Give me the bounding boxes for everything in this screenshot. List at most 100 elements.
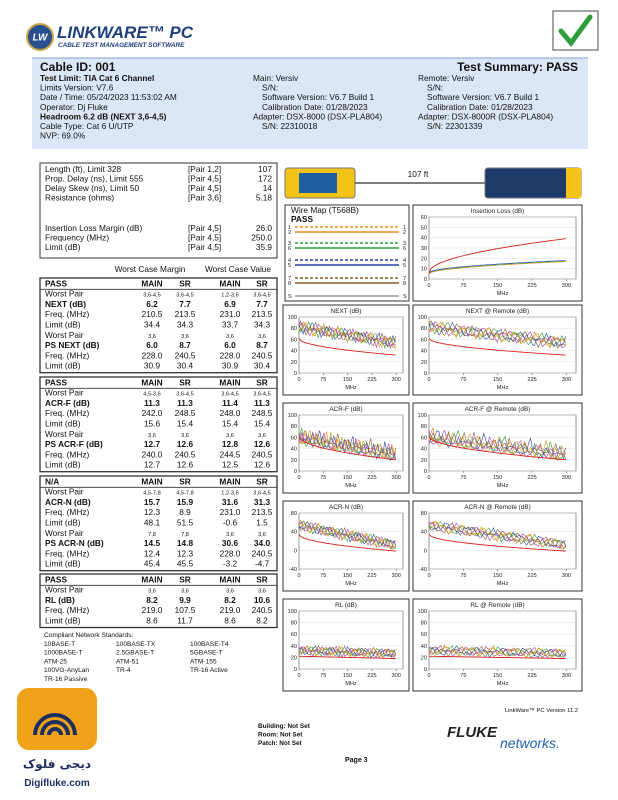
y-tick-label: 40 — [291, 349, 297, 355]
row-value: 228.0 — [142, 350, 163, 360]
row-value: 240.5 — [252, 449, 273, 459]
row-value: MAIN — [219, 377, 240, 387]
row-value: 34.3 — [254, 320, 271, 330]
row-value: 51.5 — [177, 518, 194, 528]
plot-area — [298, 610, 404, 670]
row-value: 12.6 — [254, 460, 271, 470]
y-tick-label: 20 — [291, 360, 297, 366]
main-info: S/N: 22310018 — [262, 121, 318, 131]
y-tick-label: 0 — [424, 277, 427, 283]
x-tick-label: 0 — [297, 673, 300, 679]
y-tick-label: 40 — [291, 644, 297, 650]
logo-tagline: CABLE TEST MANAGEMENT SOFTWARE — [58, 42, 185, 49]
row-value: 8.2 — [224, 595, 236, 605]
row-value: 30.6 — [222, 538, 239, 548]
trace-decoration — [298, 431, 396, 460]
y-tick-label: 60 — [421, 215, 427, 221]
y-tick-label: 100 — [418, 413, 427, 419]
standard-item: TR-16 Active — [190, 667, 228, 674]
y-tick-label: 10 — [421, 267, 427, 273]
row-value: 3,6-4,5 — [221, 392, 238, 398]
watermark-url: Digifluke.com — [24, 778, 90, 789]
length-value: 26.0 — [256, 223, 273, 233]
x-tick-label: 225 — [527, 475, 536, 481]
row-label: Freq. (MHz) — [45, 507, 89, 517]
x-axis-label: MHz — [345, 681, 357, 687]
row-value: 11.4 — [222, 398, 238, 408]
trace-decoration — [298, 521, 396, 548]
row-value: 240.0 — [142, 449, 163, 459]
graph-title: RL (dB) — [335, 602, 357, 609]
row-value: 30.9 — [144, 361, 161, 371]
pin-right: 5 — [403, 263, 406, 269]
section-box — [39, 376, 278, 473]
x-tick-label: 75 — [460, 573, 466, 579]
x-tick-label: 0 — [297, 377, 300, 383]
standard-item: ATM-155 — [190, 658, 217, 665]
section-box — [39, 475, 278, 572]
row-value: SR — [179, 377, 191, 387]
length-label: Limit (dB) — [45, 242, 81, 252]
x-tick-label: 225 — [527, 283, 536, 289]
x-tick-label: 225 — [367, 475, 376, 481]
trace-decoration — [298, 430, 396, 460]
row-value: 15.4 — [254, 419, 271, 429]
row-value: 107.5 — [175, 605, 196, 615]
y-tick-label: 60 — [291, 337, 297, 343]
watermark-text: دیجی فلوک — [23, 757, 91, 772]
row-value: 10.6 — [254, 595, 271, 605]
standard-item: 100VG-AnyLan — [44, 667, 89, 674]
row-value: 3,6 — [226, 532, 234, 538]
length-label: Delay Skew (ns), Limit 50 — [45, 183, 139, 193]
row-value: 244.5 — [220, 449, 241, 459]
x-tick-label: 300 — [562, 573, 571, 579]
summary-line: Headroom 6.2 dB (NEXT 3,6-4,5) — [40, 111, 167, 121]
x-tick-label: 75 — [320, 377, 326, 383]
row-value: SR — [256, 278, 268, 288]
y-tick-label: 80 — [291, 424, 297, 430]
length-pair: [Pair 4,5] — [188, 233, 221, 243]
row-value: 11.7 — [177, 616, 193, 626]
row-value: 3,6 — [226, 433, 234, 439]
row-value: 219.0 — [220, 605, 241, 615]
trace-decoration — [298, 645, 396, 658]
row-label: Worst Pair — [45, 585, 84, 595]
row-value: 248.0 — [220, 408, 241, 418]
row-value: 4,5-7,8 — [143, 491, 160, 497]
trace-decoration — [298, 338, 396, 356]
y-tick-label: 40 — [291, 530, 297, 536]
pin-right: 7 — [403, 276, 406, 282]
row-label: Freq. (MHz) — [45, 350, 89, 360]
remote-info: S/N: 22301339 — [427, 121, 483, 131]
trace-decoration — [428, 337, 566, 356]
row-value: 15.4 — [177, 419, 194, 429]
standards-title: Compliant Network Standards: — [44, 632, 134, 639]
row-value: 7,8 — [181, 532, 189, 538]
graph-title: ACR-N @ Remote (dB) — [464, 504, 531, 511]
x-tick-label: 75 — [460, 673, 466, 679]
summary-line: Date / Time: 05/24/2023 11:53:02 AM — [40, 92, 177, 102]
watermark-badge — [17, 688, 97, 750]
row-value: 219.0 — [142, 605, 163, 615]
length-value: 107 — [258, 164, 272, 174]
summary-line: Limits Version: V7.6 — [40, 83, 114, 93]
row-value: SR — [179, 476, 191, 486]
trace-decoration — [428, 321, 566, 346]
row-label: PASS — [45, 278, 67, 288]
length-value: 5.18 — [256, 193, 273, 203]
y-tick-label: 20 — [421, 655, 427, 661]
row-value: 8.2 — [146, 595, 158, 605]
standard-item: ATM-25 — [44, 658, 67, 665]
row-value: 240.5 — [175, 449, 196, 459]
row-value: 33.7 — [222, 320, 239, 330]
y-tick-label: 80 — [291, 511, 297, 517]
length-label: Resistance (ohms) — [45, 193, 114, 203]
y-tick-label: -40 — [289, 567, 297, 573]
x-tick-label: 225 — [367, 673, 376, 679]
length-label: Prop. Delay (ns), Limit 555 — [45, 174, 144, 184]
row-value: 8.7 — [179, 340, 191, 350]
y-tick-label: 40 — [291, 447, 297, 453]
pass-check-mark — [558, 14, 593, 48]
x-tick-label: 150 — [343, 377, 352, 383]
x-tick-label: 300 — [562, 475, 571, 481]
